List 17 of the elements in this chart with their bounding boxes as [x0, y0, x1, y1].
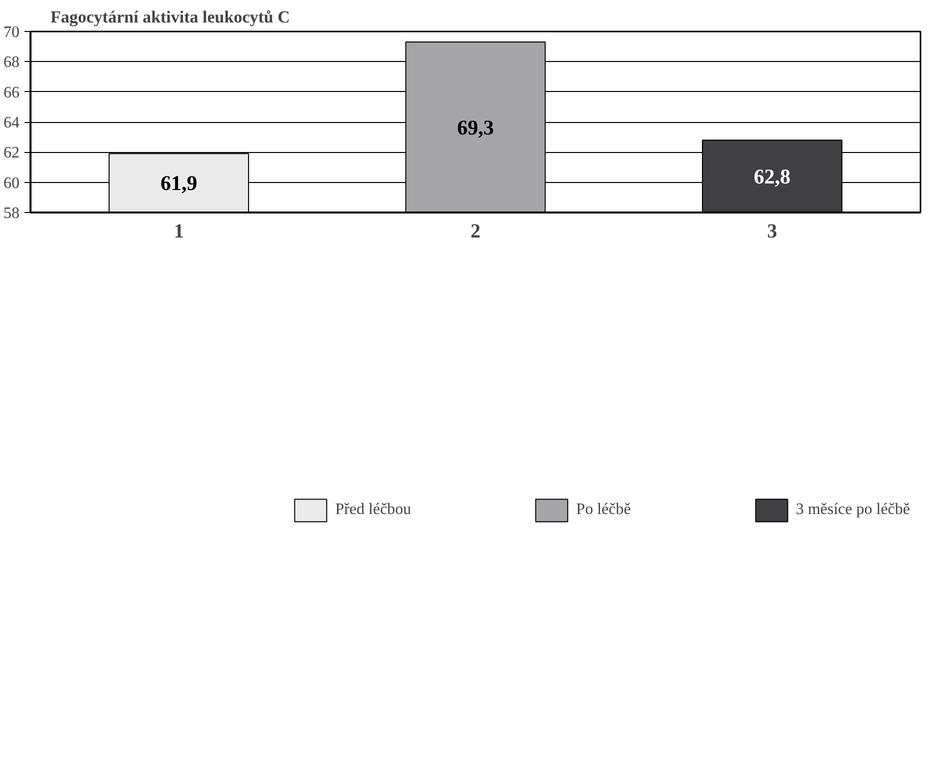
- y-tick-label: 64: [4, 114, 20, 132]
- y-tick-label: 66: [4, 84, 20, 102]
- y-tick-label: 68: [4, 54, 20, 72]
- legend-label: Po léčbě: [576, 501, 631, 519]
- x-tick-label: 2: [470, 220, 480, 242]
- data-label: 62,8: [754, 164, 791, 188]
- legend-label: Před léčbou: [335, 501, 412, 519]
- y-tick-label: 62: [4, 144, 20, 162]
- y-tick-label: 58: [4, 205, 20, 222]
- y-tick-label: 60: [4, 174, 20, 192]
- y-tick-label: 70: [4, 24, 20, 41]
- data-label: 61,9: [160, 171, 198, 196]
- x-tick-label: 1: [174, 220, 184, 242]
- x-tick-label: 3: [767, 220, 778, 242]
- chart-title: Fagocytární aktivita leukocytů C: [50, 8, 290, 26]
- data-label: 69,3: [457, 115, 494, 140]
- legend-label: 3 měsíce po léčbě: [796, 501, 910, 519]
